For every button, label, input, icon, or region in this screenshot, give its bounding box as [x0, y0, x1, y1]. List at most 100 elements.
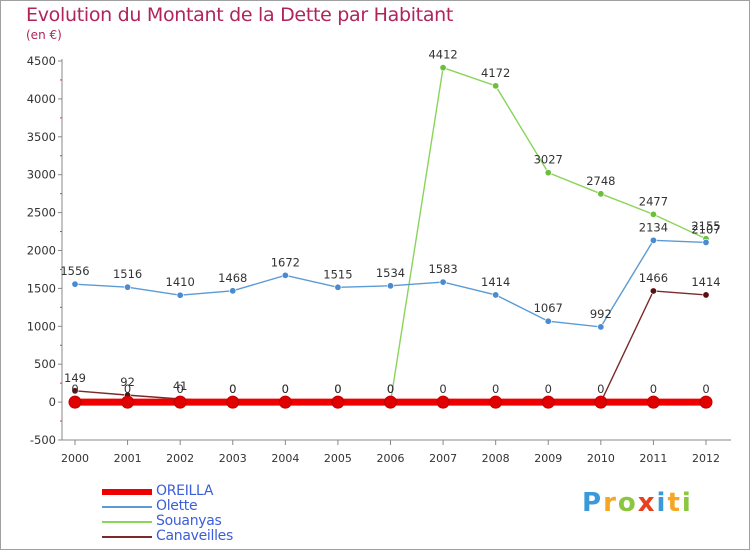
data-point [386, 282, 394, 290]
data-label: 0 [702, 382, 709, 396]
data-point [597, 190, 605, 198]
data-label: 2748 [586, 174, 615, 188]
data-point [439, 64, 447, 72]
data-label: 2134 [639, 220, 668, 234]
y-tick-label: 3500 [27, 130, 56, 144]
brand-letter: r [603, 488, 618, 518]
legend-swatch-olette [102, 506, 152, 508]
data-label: 0 [334, 382, 341, 396]
data-label: 2155 [691, 219, 720, 233]
data-label: 1515 [323, 267, 352, 281]
data-label: 0 [282, 382, 289, 396]
data-label: 992 [590, 307, 612, 321]
brand-letter: t [667, 488, 682, 518]
legend-label-souanyas: Souanyas [156, 513, 222, 529]
y-tick-label: 3000 [27, 168, 56, 182]
y-tick-label: 4000 [27, 92, 56, 106]
data-label: 0 [124, 382, 131, 396]
data-label: 1414 [691, 275, 720, 289]
legend-label-canaveilles: Canaveilles [156, 528, 233, 544]
data-point [544, 317, 552, 325]
data-point [281, 271, 289, 279]
data-point [173, 395, 187, 409]
data-point [646, 395, 660, 409]
data-label: 0 [229, 382, 236, 396]
x-tick-label: 2010 [587, 452, 615, 465]
series-line-souanyas [75, 66, 707, 403]
data-label: 0 [387, 382, 394, 396]
legend-label-olette: Olette [156, 498, 198, 514]
data-label: 41 [173, 379, 188, 393]
brand-letter: P [582, 488, 604, 518]
y-tick-label: 4500 [27, 54, 56, 68]
x-tick-label: 2004 [271, 452, 299, 465]
data-label: 0 [71, 382, 78, 396]
y-tick-label: 500 [34, 357, 56, 371]
x-tick-label: 2012 [692, 452, 720, 465]
data-point [492, 291, 500, 299]
data-label: 1468 [218, 271, 247, 285]
data-point [649, 287, 657, 295]
data-point [229, 287, 237, 295]
y-tick-label: 0 [49, 395, 56, 409]
data-label: 3027 [534, 153, 563, 167]
chart-subtitle: (en €) [26, 28, 62, 42]
x-tick-label: 2008 [482, 452, 510, 465]
x-tick-label: 2003 [219, 452, 247, 465]
x-tick-label: 2005 [324, 452, 352, 465]
data-point [649, 236, 657, 244]
data-point [331, 395, 345, 409]
x-tick-label: 2009 [534, 452, 562, 465]
data-label: 149 [64, 371, 86, 385]
data-point [334, 283, 342, 291]
data-point [71, 387, 79, 395]
data-label: 4172 [481, 66, 510, 80]
x-tick-label: 2002 [166, 452, 194, 465]
x-tick-label: 2006 [377, 452, 405, 465]
legend-label-oreilla: OREILLA [156, 483, 214, 499]
data-label: 4412 [428, 48, 457, 62]
data-label: 0 [334, 382, 341, 396]
data-point [176, 291, 184, 299]
data-label: 0 [282, 382, 289, 396]
data-label: 0 [492, 382, 499, 396]
data-point [436, 395, 450, 409]
data-label: 0 [177, 382, 184, 396]
data-point [649, 210, 657, 218]
data-point [594, 395, 608, 409]
data-point [278, 395, 292, 409]
data-label: 0 [545, 382, 552, 396]
legend-swatch-souanyas [102, 521, 152, 523]
data-point [699, 395, 713, 409]
data-point [544, 169, 552, 177]
data-point [124, 283, 132, 291]
data-point [439, 278, 447, 286]
data-point [68, 395, 82, 409]
data-point [384, 395, 397, 409]
y-tick-label: -500 [30, 433, 56, 447]
data-label: 1067 [534, 301, 563, 315]
chart-title: Evolution du Montant de la Dette par Hab… [26, 4, 454, 26]
data-label: 0 [439, 382, 446, 396]
brand-logo: Proxiti [582, 488, 693, 518]
y-tick-label: 1000 [27, 319, 56, 333]
data-label: 1672 [271, 255, 300, 269]
data-point [492, 82, 500, 90]
data-label: 0 [387, 382, 394, 396]
brand-letter: i [681, 488, 693, 518]
brand-letter: x [637, 488, 657, 518]
x-tick-label: 2011 [639, 452, 667, 465]
data-label: 1410 [166, 275, 195, 289]
data-point [71, 280, 79, 288]
data-point [702, 291, 710, 299]
data-point [597, 323, 605, 331]
data-label: 92 [120, 375, 135, 389]
data-label: 0 [597, 382, 604, 396]
x-tick-label: 2000 [61, 452, 89, 465]
legend-swatch-oreilla [102, 489, 152, 495]
data-point [121, 395, 135, 409]
data-label: 0 [650, 382, 657, 396]
data-label: 0 [229, 382, 236, 396]
